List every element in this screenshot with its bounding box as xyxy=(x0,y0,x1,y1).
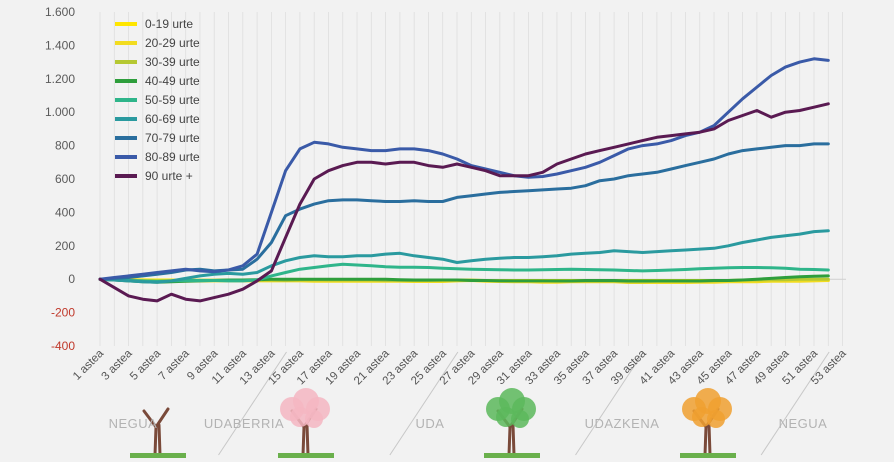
series-line xyxy=(98,102,830,303)
spring-tree-illustration xyxy=(278,388,334,458)
season-separator xyxy=(218,351,287,456)
season-separator xyxy=(575,351,644,456)
tree-foliage xyxy=(511,410,529,428)
legend-label: 50-59 urte xyxy=(145,93,200,107)
season-label: NEGUA xyxy=(109,416,158,431)
legend-label: 80-89 urte xyxy=(145,150,200,164)
y-tick-label: 0 xyxy=(68,272,75,286)
season-separator xyxy=(760,351,830,456)
legend-label: 60-69 urte xyxy=(145,112,200,126)
y-tick-label: 1.200 xyxy=(45,72,75,86)
tree-foliage xyxy=(290,407,310,427)
y-tick-label: -400 xyxy=(51,339,75,353)
season-labels: NEGUA UDABERRIA UDA UDAZKENA NEGUA xyxy=(109,351,830,456)
x-tick-label: 1 astea xyxy=(71,347,107,383)
tree-foliage xyxy=(692,407,712,427)
y-tick-label: 800 xyxy=(55,139,75,153)
legend-label: 40-49 urte xyxy=(145,74,200,88)
tree-trunk xyxy=(142,407,170,457)
y-tick-label: 400 xyxy=(55,205,75,219)
series-line xyxy=(98,262,830,283)
y-tick-label: 600 xyxy=(55,172,75,186)
y-axis-ticks: 1.600 1.400 1.200 1.000 800 600 400 200 0 -200 -40… xyxy=(45,5,75,353)
legend-label: 70-79 urte xyxy=(145,131,200,145)
season-illustrations xyxy=(130,388,736,458)
legend-label: 30-39 urte xyxy=(145,55,200,69)
grass-strip xyxy=(278,453,334,458)
y-tick-label: -200 xyxy=(51,306,75,320)
gridlines xyxy=(99,12,846,346)
y-tick-label: 1.400 xyxy=(45,38,75,52)
y-tick-label: 1.000 xyxy=(45,105,75,119)
series-lines xyxy=(98,57,830,303)
season-label: UDA xyxy=(416,416,445,431)
tree-foliage xyxy=(707,410,725,428)
series-line xyxy=(98,229,830,284)
legend-label: 20-29 urte xyxy=(145,36,200,50)
season-label: NEGUA xyxy=(779,416,828,431)
winter-tree-illustration xyxy=(130,407,186,458)
x-tick-label: 3 astea xyxy=(100,347,136,383)
legend-label: 0-19 urte xyxy=(145,17,193,31)
season-label: UDABERRIA xyxy=(204,416,284,431)
grass-strip xyxy=(130,453,186,458)
summer-tree-illustration xyxy=(484,388,540,458)
season-separator xyxy=(389,351,459,456)
tree-foliage xyxy=(496,407,516,427)
grass-strip xyxy=(680,453,736,458)
tree-foliage xyxy=(305,410,323,428)
x-tick-label: 5 astea xyxy=(128,347,164,383)
x-tick-label: 7 astea xyxy=(157,347,193,383)
y-tick-label: 1.600 xyxy=(45,5,75,19)
autumn-tree-illustration xyxy=(680,388,736,458)
season-label: UDAZKENA xyxy=(585,416,660,431)
legend: 0-19 urte 20-29 urte 30-39 urte 40-49 urte 5… xyxy=(115,17,200,183)
y-tick-label: 200 xyxy=(55,239,75,253)
grass-strip xyxy=(484,453,540,458)
series-line xyxy=(98,57,830,281)
legend-label: 90 urte + xyxy=(145,169,193,183)
